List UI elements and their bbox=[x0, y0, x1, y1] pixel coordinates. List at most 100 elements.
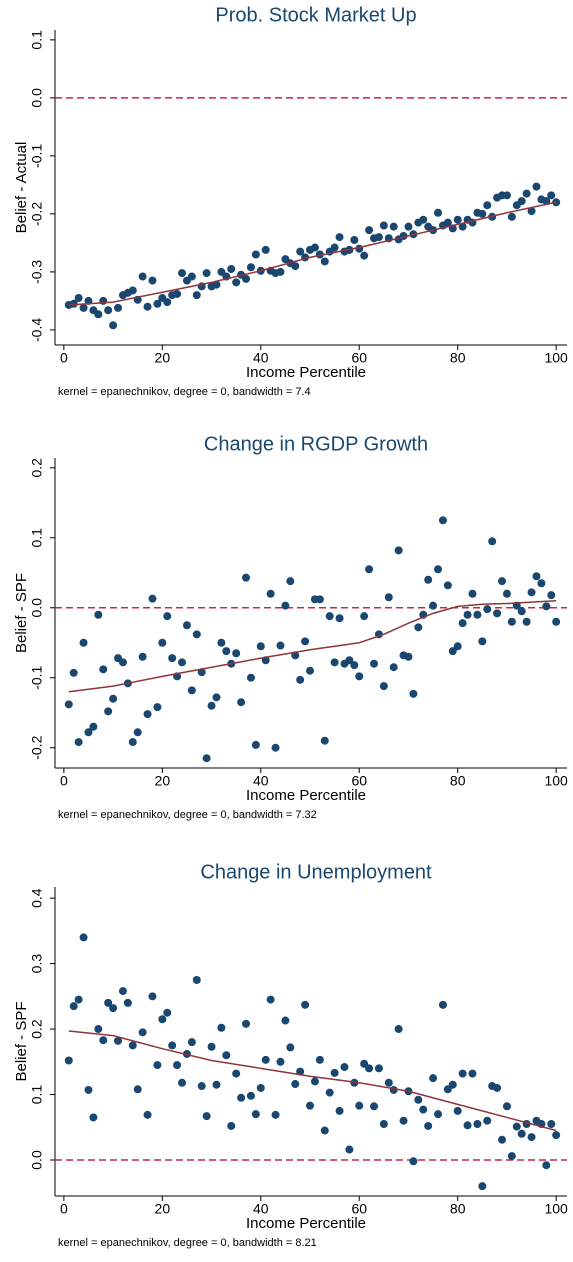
point bbox=[153, 1061, 162, 1070]
point bbox=[114, 1036, 123, 1045]
point bbox=[237, 698, 246, 707]
y-tick-label: -0.1 bbox=[29, 665, 45, 689]
point bbox=[547, 591, 556, 600]
point bbox=[212, 693, 221, 702]
y-tick-label: -0.2 bbox=[29, 735, 45, 759]
x-tick-label: 80 bbox=[450, 773, 466, 789]
point bbox=[109, 694, 118, 703]
point bbox=[414, 1095, 423, 1104]
point bbox=[483, 1116, 492, 1125]
point bbox=[527, 588, 536, 597]
point bbox=[478, 1182, 487, 1191]
point bbox=[458, 222, 467, 231]
point bbox=[498, 1135, 507, 1144]
x-tick-label: 0 bbox=[60, 773, 68, 789]
point bbox=[345, 1145, 354, 1154]
point bbox=[306, 666, 315, 675]
point bbox=[335, 1106, 344, 1115]
point bbox=[79, 638, 88, 647]
point bbox=[143, 710, 152, 719]
point bbox=[365, 1064, 374, 1073]
point bbox=[301, 1000, 310, 1009]
x-tick-label: 20 bbox=[155, 350, 171, 366]
point bbox=[232, 649, 241, 658]
x-tick-label: 80 bbox=[450, 350, 466, 366]
point bbox=[222, 647, 231, 656]
point bbox=[419, 215, 428, 224]
point bbox=[242, 1019, 251, 1028]
point bbox=[94, 1025, 103, 1034]
point bbox=[202, 1112, 211, 1121]
point bbox=[527, 206, 536, 215]
point bbox=[453, 215, 462, 224]
point bbox=[178, 658, 187, 667]
point bbox=[128, 738, 137, 747]
point bbox=[522, 189, 531, 198]
point bbox=[310, 1077, 319, 1086]
point bbox=[399, 1116, 408, 1125]
point bbox=[527, 1133, 536, 1142]
point bbox=[246, 263, 255, 272]
point bbox=[345, 656, 354, 665]
point bbox=[502, 1102, 511, 1111]
point bbox=[286, 577, 295, 586]
point bbox=[163, 298, 172, 307]
x-axis-label: Income Percentile bbox=[246, 1215, 366, 1232]
point bbox=[104, 306, 113, 315]
point bbox=[256, 1083, 265, 1092]
point bbox=[394, 1025, 403, 1034]
point bbox=[374, 1064, 383, 1073]
point bbox=[79, 933, 88, 942]
point bbox=[251, 1110, 260, 1119]
note: kernel = epanechnikov, degree = 0, bandw… bbox=[58, 1237, 317, 1249]
point bbox=[498, 577, 507, 586]
point bbox=[89, 1113, 98, 1122]
smooth-line bbox=[68, 1030, 557, 1132]
point bbox=[389, 663, 398, 672]
point bbox=[232, 1069, 241, 1078]
point bbox=[133, 1085, 142, 1094]
y-tick-label: 0.3 bbox=[29, 954, 45, 974]
point bbox=[212, 280, 221, 289]
point bbox=[473, 1119, 482, 1128]
point bbox=[79, 303, 88, 312]
point bbox=[168, 654, 177, 663]
point bbox=[148, 594, 157, 603]
point bbox=[222, 1051, 231, 1060]
point bbox=[266, 995, 275, 1004]
point bbox=[532, 572, 541, 581]
point bbox=[242, 274, 251, 283]
y-tick-label: -0.4 bbox=[29, 318, 45, 342]
y-tick-label: -0.1 bbox=[29, 144, 45, 168]
point bbox=[315, 595, 324, 604]
x-tick-label: 0 bbox=[60, 350, 68, 366]
point bbox=[153, 299, 162, 308]
point bbox=[365, 565, 374, 574]
x-tick-label: 60 bbox=[351, 350, 367, 366]
point bbox=[468, 1069, 477, 1078]
point bbox=[493, 609, 502, 618]
point bbox=[478, 209, 487, 218]
point bbox=[281, 601, 290, 610]
point bbox=[542, 197, 551, 206]
point bbox=[350, 661, 359, 670]
point bbox=[217, 1023, 226, 1032]
point bbox=[163, 612, 172, 621]
y-tick-label: 0.0 bbox=[29, 1150, 45, 1170]
point bbox=[448, 1080, 457, 1089]
point bbox=[542, 602, 551, 611]
point bbox=[320, 1126, 329, 1135]
point bbox=[547, 1119, 556, 1128]
point bbox=[473, 610, 482, 619]
point bbox=[552, 1131, 561, 1140]
point bbox=[463, 1121, 472, 1130]
note: kernel = epanechnikov, degree = 0, bandw… bbox=[58, 386, 311, 398]
y-tick-label: 0.1 bbox=[29, 1085, 45, 1105]
point bbox=[118, 987, 127, 996]
point bbox=[537, 579, 546, 588]
point bbox=[325, 612, 334, 621]
note: kernel = epanechnikov, degree = 0, bandw… bbox=[58, 809, 317, 821]
y-tick-label: 0.2 bbox=[29, 1019, 45, 1039]
point bbox=[114, 303, 123, 312]
